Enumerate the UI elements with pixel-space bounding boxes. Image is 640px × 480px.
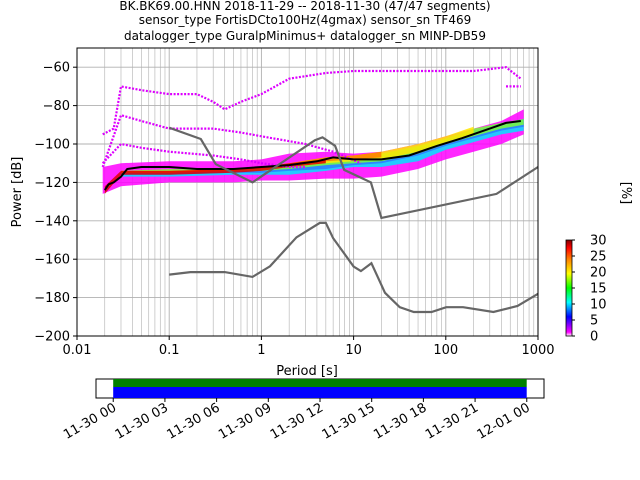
colorbar-label: [%] xyxy=(618,182,633,205)
time-tick-label: 11-30 09 xyxy=(216,400,274,442)
time-tick-label: 11-30 06 xyxy=(164,400,222,442)
colorbar-tick-label: 5 xyxy=(590,314,598,329)
x-tick-label: 100 xyxy=(433,343,458,358)
time-tick-label: 11-30 00 xyxy=(61,400,119,442)
time-tick-label: 11-30 18 xyxy=(371,400,429,442)
density-bands xyxy=(102,109,524,194)
coverage-bar-top xyxy=(113,379,527,387)
y-tick-label: −200 xyxy=(34,330,70,345)
y-axis-label: Power [dB] xyxy=(10,157,25,228)
colorbar-tick-label: 10 xyxy=(590,298,607,313)
y-tick-label: −140 xyxy=(34,214,70,229)
colorbar-tick-label: 0 xyxy=(590,330,598,345)
x-tick-label: 1000 xyxy=(521,343,554,358)
noise-model-line xyxy=(169,221,539,314)
title-line-2: sensor_type FortisDCto100Hz(4gmax) senso… xyxy=(139,13,471,27)
time-tick-label: 11-30 12 xyxy=(268,400,326,442)
x-axis-label: Period [s] xyxy=(276,364,338,379)
mode-curve xyxy=(103,120,521,191)
coverage-bar-bottom xyxy=(113,387,527,398)
density-band xyxy=(102,109,524,194)
colorbar-tick-label: 25 xyxy=(590,250,607,265)
time-tick-label: 11-30 21 xyxy=(423,400,481,442)
x-tick-label: 10 xyxy=(345,343,362,358)
y-axis: −60 −80 −100 −120 −140 −160 −180 −200 xyxy=(34,61,77,345)
outlier-curve xyxy=(101,113,362,168)
x-axis: 0.01 0.1 1 10 100 1000 xyxy=(63,336,555,358)
colorbar-tick-label: 20 xyxy=(590,266,607,281)
y-tick-label: −160 xyxy=(34,253,70,268)
title-line-3: datalogger_type GuralpMinimus+ datalogge… xyxy=(124,29,486,43)
colorbar-gradient xyxy=(565,239,573,337)
colorbar-tick-label: 30 xyxy=(590,234,607,249)
grid xyxy=(76,48,538,337)
y-tick-label: −100 xyxy=(34,138,70,153)
x-tick-label: 0.01 xyxy=(63,343,92,358)
mode-line xyxy=(103,120,521,191)
outlier-curve xyxy=(102,66,522,136)
title-line-1: BK.BK69.00.HNN 2018-11-29 -- 2018-11-30 … xyxy=(119,0,490,13)
time-tick-label: 11-30 15 xyxy=(320,400,378,442)
colorbar-tick-label: 15 xyxy=(590,282,607,297)
y-tick-label: −80 xyxy=(43,99,70,114)
noise-models xyxy=(168,126,539,314)
plot-frame xyxy=(76,47,539,337)
time-tick-label: 12-01 00 xyxy=(475,400,533,442)
time-tick-label: 11-30 03 xyxy=(113,400,171,442)
density-band xyxy=(104,159,326,194)
x-tick-label: 0.1 xyxy=(159,343,180,358)
y-tick-label: −60 xyxy=(43,61,70,76)
noise-model-line xyxy=(168,126,539,220)
chart-title: BK.BK69.00.HNN 2018-11-29 -- 2018-11-30 … xyxy=(119,0,490,43)
x-tick-label: 1 xyxy=(257,343,265,358)
y-tick-label: −120 xyxy=(34,176,70,191)
y-tick-label: −180 xyxy=(34,291,70,306)
